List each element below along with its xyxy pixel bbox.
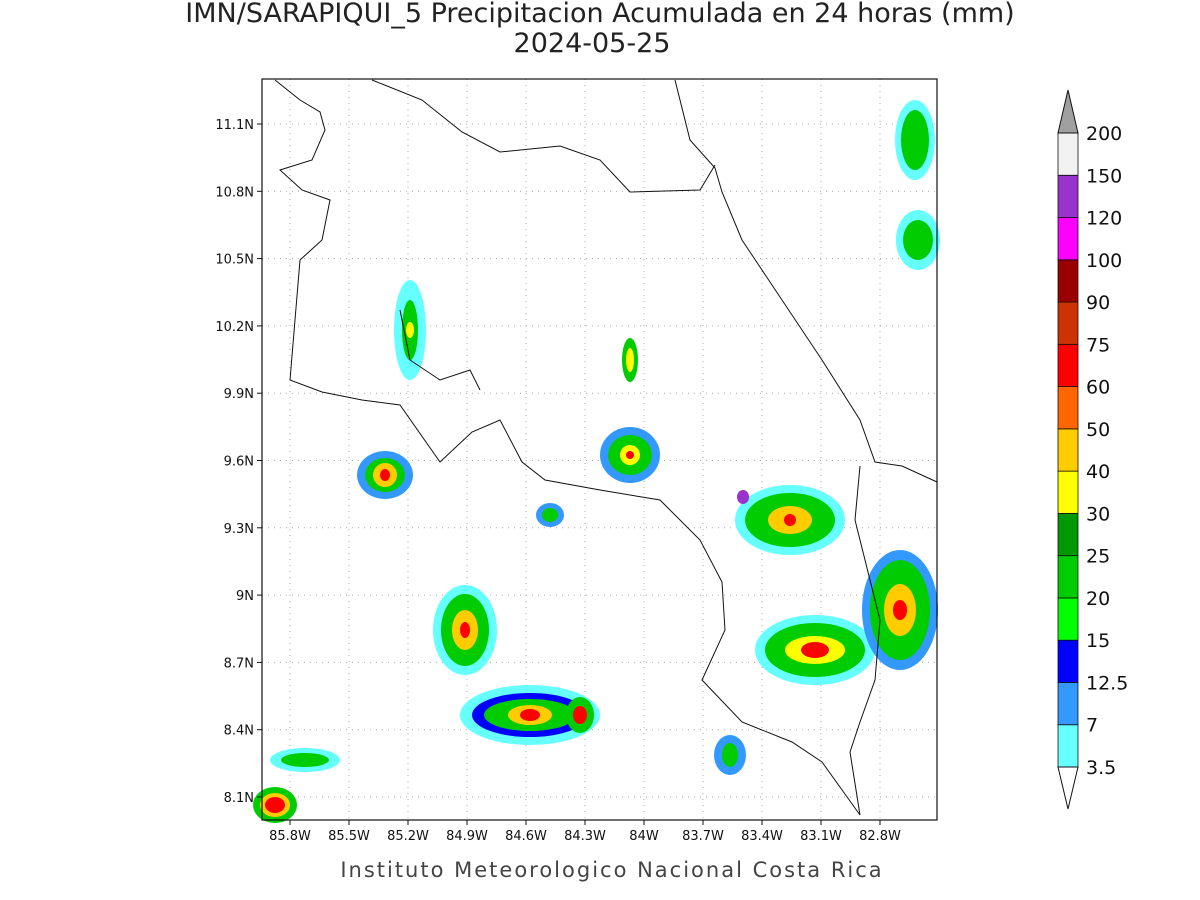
lon-tick-label: 82.8W xyxy=(859,829,901,844)
colorbar-label: 7 xyxy=(1086,715,1098,737)
lat-tick-label: 8.4N xyxy=(224,724,254,739)
colorbar-segment xyxy=(1057,259,1079,303)
axis-ticks: 85.8W 85.5W 85.2W 84.9W 84.6W 84.3W 84W 83.7W 83… xyxy=(215,118,901,844)
colorbar-segment xyxy=(1057,513,1079,557)
lon-tick-label: 85.8W xyxy=(269,829,311,844)
colorbar-segment xyxy=(1057,724,1079,768)
lon-tick-label: 84.6W xyxy=(505,829,547,844)
colorbar-label: 120 xyxy=(1086,208,1122,230)
colorbar-over xyxy=(1057,89,1079,134)
precip-field xyxy=(253,100,940,823)
colorbar-segment xyxy=(1057,132,1079,176)
lon-tick-label: 84W xyxy=(629,829,659,844)
lon-tick-label: 85.5W xyxy=(328,829,370,844)
colorbar-segment xyxy=(1057,470,1079,514)
colorbar-label: 150 xyxy=(1086,165,1122,187)
lat-tick-label: 9.6N xyxy=(224,455,254,470)
colorbar: 3.5 7 12.5 15 20 25 30 40 50 60 75 90 100 120 150 200 xyxy=(1057,89,1128,810)
coastlines xyxy=(274,79,938,816)
colorbar-segment xyxy=(1057,386,1079,430)
lon-tick-label: 83.7W xyxy=(682,829,724,844)
colorbar-label: 75 xyxy=(1086,334,1110,356)
colorbar-label: 30 xyxy=(1086,503,1110,525)
lat-tick-label: 8.7N xyxy=(224,656,254,671)
title: IMN/SARAPIQUI_5 Precipitacion Acumulada … xyxy=(185,0,1014,29)
footer: Instituto Meteorologico Nacional Costa R… xyxy=(340,858,883,882)
colorbar-label: 100 xyxy=(1086,250,1122,272)
colorbar-segment xyxy=(1057,217,1079,261)
lon-tick-label: 85.2W xyxy=(387,829,429,844)
colorbar-segment xyxy=(1057,597,1079,641)
lon-tick-label: 83.4W xyxy=(741,829,783,844)
lat-tick-label: 11.1N xyxy=(215,118,254,133)
colorbar-label: 3.5 xyxy=(1086,757,1116,779)
lat-tick-label: 10.8N xyxy=(215,185,254,200)
lon-tick-label: 84.9W xyxy=(446,829,488,844)
lon-tick-label: 84.3W xyxy=(564,829,606,844)
colorbar-segment xyxy=(1057,343,1079,388)
lon-tick-label: 83.1W xyxy=(800,829,842,844)
colorbar-segment xyxy=(1057,174,1079,218)
colorbar-under xyxy=(1057,766,1079,810)
colorbar-segment xyxy=(1057,555,1079,599)
grid xyxy=(262,79,937,820)
lat-tick-label: 9N xyxy=(236,589,254,604)
colorbar-label: 12.5 xyxy=(1086,672,1128,694)
colorbar-label: 20 xyxy=(1086,588,1110,610)
lat-tick-label: 10.2N xyxy=(215,320,254,335)
colorbar-segment xyxy=(1057,428,1079,472)
colorbar-segment xyxy=(1057,301,1079,345)
colorbar-label: 90 xyxy=(1086,292,1110,314)
colorbar-label: 200 xyxy=(1086,123,1122,145)
lat-tick-label: 9.9N xyxy=(224,387,254,402)
colorbar-segment xyxy=(1057,639,1079,683)
colorbar-label: 15 xyxy=(1086,630,1110,652)
subtitle: 2024-05-25 xyxy=(514,28,671,59)
lat-tick-label: 9.3N xyxy=(224,522,254,537)
colorbar-label: 50 xyxy=(1086,419,1110,441)
lat-tick-label: 8.1N xyxy=(224,791,254,806)
colorbar-label: 40 xyxy=(1086,461,1110,483)
map-frame xyxy=(261,78,938,821)
colorbar-segment xyxy=(1057,682,1079,726)
lat-tick-label: 10.5N xyxy=(215,253,254,268)
colorbar-label: 60 xyxy=(1086,377,1110,399)
colorbar-label: 25 xyxy=(1086,546,1110,568)
